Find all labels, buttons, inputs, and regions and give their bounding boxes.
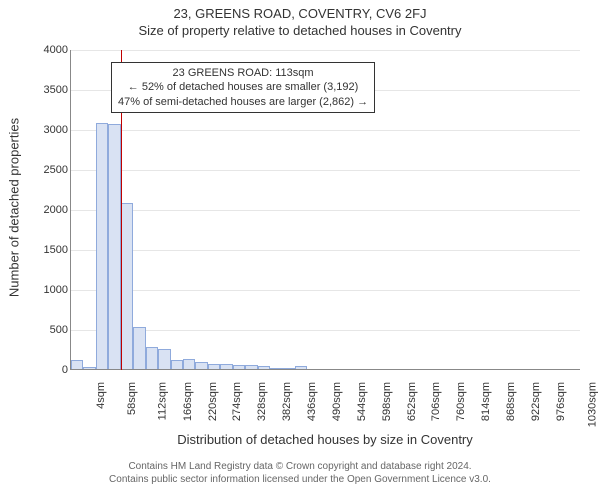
- chart-footer: Contains HM Land Registry data © Crown c…: [0, 460, 600, 486]
- histogram-bar: [96, 123, 108, 369]
- x-tick-label: 274sqm: [232, 382, 244, 421]
- histogram-bar: [220, 364, 232, 369]
- annotation-box: 23 GREENS ROAD: 113sqm ← 52% of detached…: [111, 62, 375, 113]
- histogram-bar: [270, 368, 282, 369]
- histogram-bar: [146, 347, 158, 369]
- histogram-bar: [258, 366, 270, 369]
- histogram-bar: [295, 366, 307, 369]
- histogram-bar: [183, 359, 195, 369]
- footer-line-1: Contains HM Land Registry data © Crown c…: [0, 460, 600, 473]
- gridline: [71, 170, 580, 171]
- y-tick-label: 500: [0, 324, 68, 336]
- x-tick-label: 976sqm: [555, 382, 567, 421]
- chart-area: 23 GREENS ROAD: 113sqm ← 52% of detached…: [0, 0, 600, 500]
- histogram-bar: [245, 365, 257, 369]
- x-tick-label: 58sqm: [126, 382, 138, 415]
- annotation-line-1: 23 GREENS ROAD: 113sqm: [118, 66, 368, 80]
- x-tick-label: 166sqm: [182, 382, 194, 421]
- annotation-line-3: 47% of semi-detached houses are larger (…: [118, 95, 368, 109]
- histogram-bar: [233, 365, 245, 369]
- x-tick-label: 760sqm: [455, 382, 467, 421]
- y-tick-label: 3500: [0, 84, 68, 96]
- x-tick-label: 652sqm: [406, 382, 418, 421]
- x-tick-label: 544sqm: [356, 382, 368, 421]
- x-tick-label: 868sqm: [505, 382, 517, 421]
- histogram-bar: [282, 368, 294, 369]
- histogram-bar: [108, 124, 120, 369]
- y-tick-label: 4000: [0, 44, 68, 56]
- gridline: [71, 50, 580, 51]
- histogram-bar: [158, 349, 170, 369]
- gridline: [71, 210, 580, 211]
- x-tick-label: 814sqm: [480, 382, 492, 421]
- footer-line-2: Contains public sector information licen…: [0, 473, 600, 486]
- histogram-bar: [171, 360, 183, 369]
- x-tick-label: 436sqm: [306, 382, 318, 421]
- x-tick-label: 220sqm: [207, 382, 219, 421]
- gridline: [71, 330, 580, 331]
- histogram-bar: [208, 364, 220, 369]
- x-tick-label: 4sqm: [95, 382, 107, 409]
- histogram-bar: [195, 362, 207, 369]
- plot-region: 23 GREENS ROAD: 113sqm ← 52% of detached…: [70, 50, 580, 370]
- gridline: [71, 290, 580, 291]
- histogram-bar: [71, 360, 83, 369]
- x-tick-label: 490sqm: [331, 382, 343, 421]
- gridline: [71, 130, 580, 131]
- histogram-bar: [83, 367, 95, 369]
- x-tick-label: 328sqm: [256, 382, 268, 421]
- x-tick-label: 706sqm: [431, 382, 443, 421]
- x-tick-label: 598sqm: [381, 382, 393, 421]
- x-tick-label: 112sqm: [156, 382, 168, 420]
- x-tick-label: 382sqm: [281, 382, 293, 421]
- gridline: [71, 250, 580, 251]
- x-tick-label: 1030sqm: [586, 382, 598, 427]
- y-axis-label: Number of detached properties: [7, 108, 22, 308]
- annotation-line-2: ← 52% of detached houses are smaller (3,…: [118, 80, 368, 94]
- x-tick-label: 922sqm: [530, 382, 542, 421]
- histogram-bar: [121, 203, 133, 369]
- x-axis-label: Distribution of detached houses by size …: [70, 432, 580, 447]
- histogram-bar: [133, 327, 145, 369]
- y-tick-label: 0: [0, 364, 68, 376]
